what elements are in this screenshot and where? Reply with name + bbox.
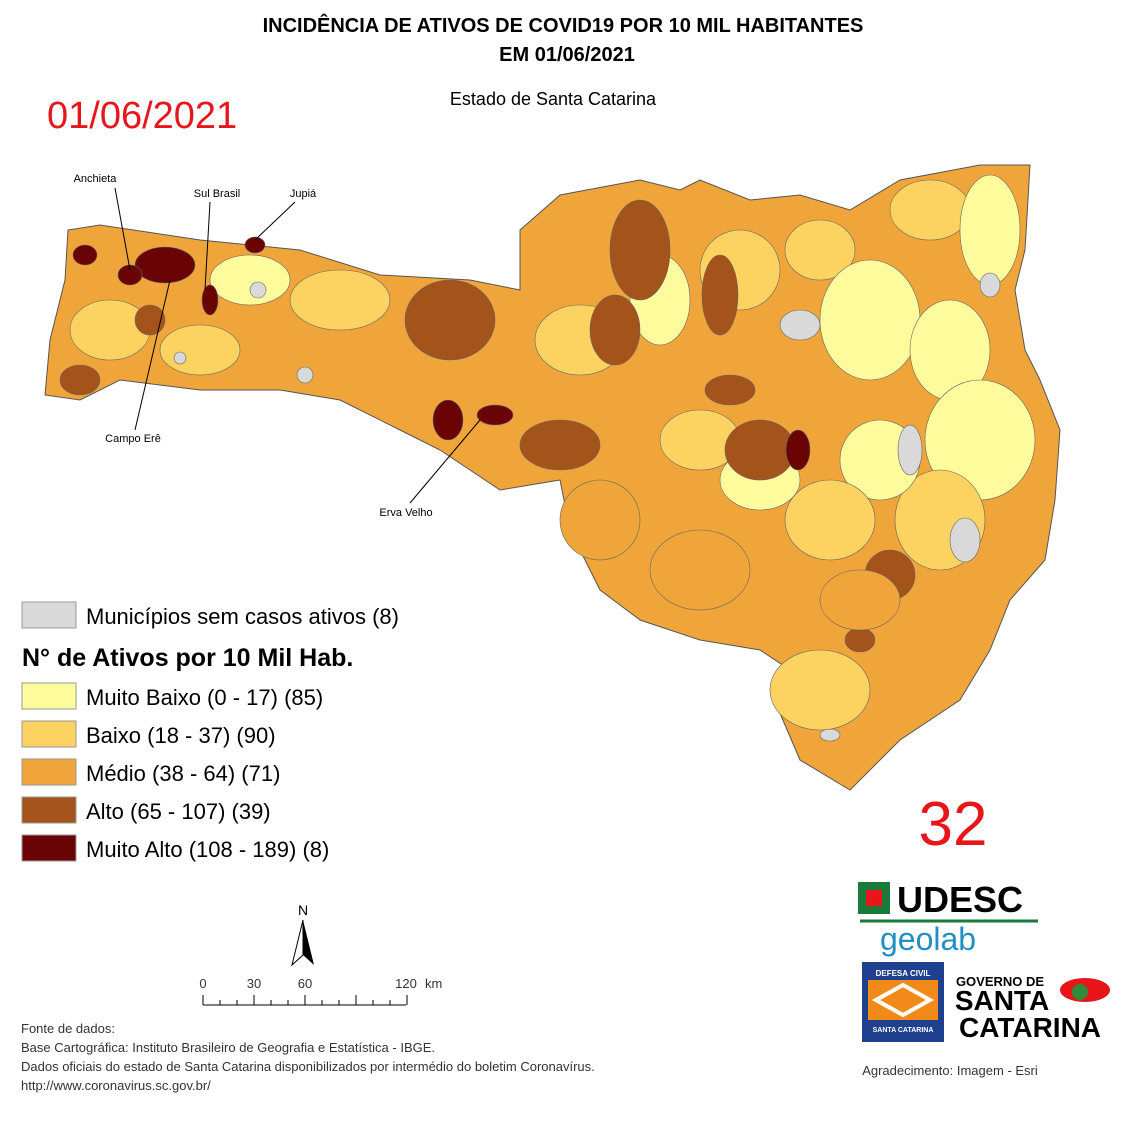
legend-title: N° de Ativos por 10 Mil Hab. — [22, 644, 353, 672]
scale-bar: 0 30 60 120 km — [199, 976, 442, 1006]
source-text: Base Cartográfica: Instituto Brasileiro … — [21, 1040, 435, 1055]
municipality — [134, 246, 196, 284]
municipality — [249, 281, 267, 299]
municipality — [784, 219, 856, 281]
map-label: Jupiá — [290, 188, 317, 200]
municipality — [159, 324, 241, 376]
udesc-logo: UDESC geolab — [858, 879, 1038, 957]
legend-label: Municípios sem casos ativos (8) — [86, 604, 399, 629]
municipality — [819, 259, 921, 381]
title: INCIDÊNCIA DE ATIVOS DE COVID19 POR 10 M… — [263, 13, 864, 37]
scale-label: 0 — [199, 976, 206, 991]
municipality — [559, 479, 641, 561]
municipality — [724, 419, 796, 481]
source-text: Fonte de dados: — [21, 1021, 115, 1036]
municipality — [649, 529, 751, 611]
credit: Agradecimento: Imagem - Esri — [862, 1063, 1038, 1078]
municipality — [779, 309, 821, 341]
scale-unit: km — [425, 976, 442, 991]
bulletin-number: 32 — [919, 790, 988, 859]
north-arrow: N — [291, 902, 314, 967]
government-logo: GOVERNO DE SANTA CATARINA — [955, 974, 1110, 1043]
logo-text: DEFESA CIVIL — [876, 969, 931, 978]
legend-swatch — [21, 601, 77, 629]
map-label: Erva Velho — [379, 507, 432, 519]
municipality — [201, 284, 219, 316]
municipality — [704, 374, 756, 406]
municipality — [117, 264, 143, 286]
logo-text: CATARINA — [959, 1012, 1101, 1043]
legend-swatch — [21, 834, 77, 862]
municipality — [784, 479, 876, 561]
logo-text: GOVERNO DE — [956, 974, 1044, 989]
municipality — [69, 299, 151, 361]
north-label: N — [298, 902, 308, 918]
legend-swatch — [21, 758, 77, 786]
title: EM 01/06/2021 — [499, 44, 635, 66]
logo-text: UDESC — [897, 879, 1023, 920]
map-label: Sul Brasil — [194, 188, 240, 200]
municipality — [296, 366, 314, 384]
municipality — [209, 254, 291, 306]
municipality — [134, 304, 166, 336]
legend-swatch — [21, 720, 77, 748]
municipality — [289, 269, 391, 331]
scale-label: 60 — [298, 976, 312, 991]
defesa-civil-logo: DEFESA CIVIL SANTA CATARINA — [862, 962, 944, 1042]
municipality — [979, 272, 1001, 298]
legend-label: Muito Baixo (0 - 17) (85) — [86, 685, 323, 710]
municipality — [769, 649, 871, 731]
municipality — [404, 279, 496, 361]
municipality — [432, 399, 464, 441]
scale-label: 30 — [247, 976, 261, 991]
municipality — [173, 351, 187, 365]
legend-label: Médio (38 - 64) (71) — [86, 761, 280, 786]
municipality — [844, 627, 876, 653]
leader-lines — [114, 187, 481, 504]
logo-text: geolab — [880, 921, 976, 957]
municipality — [819, 728, 841, 742]
logo-text: SANTA CATARINA — [873, 1027, 934, 1034]
map-label: Anchieta — [74, 173, 118, 185]
date: 01/06/2021 — [47, 95, 237, 137]
municipality — [785, 429, 811, 471]
logo-text: SANTA — [955, 985, 1049, 1016]
municipality — [72, 244, 98, 266]
municipality — [59, 364, 101, 396]
municipality — [244, 236, 266, 254]
legend-swatch — [21, 682, 77, 710]
municipality — [819, 569, 901, 631]
source-text: Dados oficiais do estado de Santa Catari… — [21, 1059, 595, 1074]
municipality — [519, 419, 601, 471]
map-label: Campo Erê — [105, 433, 161, 445]
map — [44, 164, 1061, 791]
scale-label: 120 — [395, 976, 417, 991]
legend: Municípios sem casos ativos (8) N° de Ati… — [21, 601, 399, 862]
municipality — [609, 199, 671, 301]
municipality — [589, 294, 641, 366]
legend-label: Baixo (18 - 37) (90) — [86, 723, 276, 748]
subtitle: Estado de Santa Catarina — [450, 89, 657, 109]
source-text: http://www.coronavirus.sc.gov.br/ — [21, 1078, 211, 1093]
municipality — [889, 179, 971, 241]
municipality — [949, 517, 981, 563]
legend-label: Alto (65 - 107) (39) — [86, 799, 271, 824]
municipality — [701, 254, 739, 336]
municipality — [476, 404, 514, 426]
municipality — [959, 174, 1021, 286]
legend-label: Muito Alto (108 - 189) (8) — [86, 837, 329, 862]
municipality — [897, 424, 923, 476]
legend-swatch — [21, 796, 77, 824]
